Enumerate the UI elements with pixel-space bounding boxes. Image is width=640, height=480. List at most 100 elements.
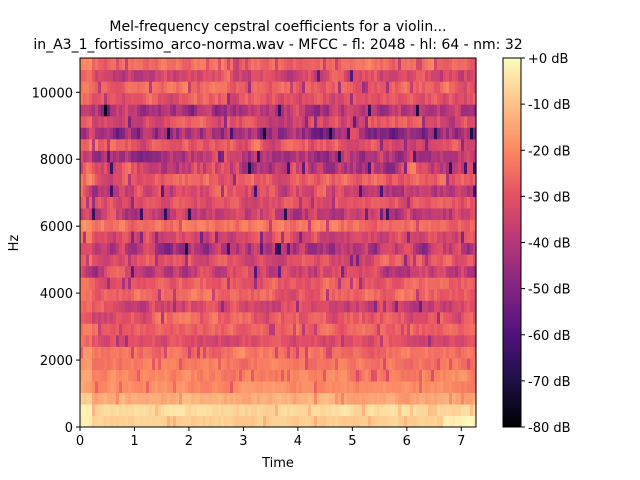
heatmap-cell <box>95 346 99 359</box>
heatmap-cell <box>116 334 120 347</box>
heatmap-cell <box>89 415 93 428</box>
heatmap-cell <box>170 334 174 347</box>
heatmap-cell <box>302 196 306 209</box>
heatmap-cell <box>326 173 330 186</box>
heatmap-cell <box>146 403 150 417</box>
heatmap-cell <box>380 150 384 163</box>
heatmap-cell <box>158 380 162 394</box>
heatmap-cell <box>410 230 414 244</box>
heatmap-cell <box>344 323 348 336</box>
heatmap-cell <box>134 288 138 301</box>
heatmap-cell <box>404 311 408 324</box>
x-tick-label: 6 <box>403 434 411 449</box>
heatmap-cell <box>194 207 198 221</box>
heatmap-cell <box>359 415 363 428</box>
heatmap-cell <box>83 115 87 128</box>
heatmap-cell <box>356 380 360 394</box>
heatmap-cell <box>206 173 210 186</box>
heatmap-cell <box>350 380 354 394</box>
heatmap-cell <box>257 196 261 209</box>
heatmap-cell <box>275 323 279 336</box>
heatmap-cell <box>350 196 354 209</box>
heatmap-cell <box>410 150 414 163</box>
chart-title-line2: in_A3_1_fortissimo_arco-norma.wav - MFCC… <box>33 37 522 53</box>
heatmap-cell <box>179 207 183 221</box>
x-tick-label: 2 <box>185 434 193 449</box>
heatmap-cell <box>182 230 186 244</box>
heatmap-cell <box>434 369 438 382</box>
heatmap-cell <box>161 323 165 336</box>
heatmap-cell <box>308 92 312 105</box>
heatmap-cell <box>89 138 93 151</box>
heatmap-cell <box>131 334 135 347</box>
heatmap-cell <box>296 311 300 324</box>
heatmap-cell <box>263 415 267 428</box>
heatmap-cell <box>152 58 156 71</box>
heatmap-cell <box>437 58 441 71</box>
heatmap-cell <box>275 288 279 301</box>
heatmap-cell <box>176 207 180 221</box>
heatmap-cell <box>434 69 438 82</box>
heatmap-cell <box>404 265 408 278</box>
heatmap-cell <box>179 380 183 394</box>
heatmap-cell <box>461 184 465 197</box>
heatmap-cell <box>380 242 384 255</box>
heatmap-cell <box>134 392 138 405</box>
heatmap-cell <box>368 242 372 255</box>
heatmap-cell <box>344 311 348 324</box>
heatmap-cell <box>236 288 240 301</box>
heatmap-cell <box>269 392 273 405</box>
heatmap-cell <box>353 196 357 209</box>
heatmap-cell <box>383 392 387 405</box>
heatmap-cell <box>356 230 360 244</box>
heatmap-cell <box>365 415 369 428</box>
heatmap-cell <box>344 161 348 174</box>
heatmap-cell <box>245 230 249 244</box>
heatmap-cell <box>308 323 312 336</box>
heatmap-cell <box>143 207 147 221</box>
heatmap-cell <box>329 104 333 117</box>
heatmap-cell <box>263 334 267 347</box>
heatmap-cell <box>161 300 165 313</box>
heatmap-cell <box>104 346 108 359</box>
heatmap-cell <box>98 300 102 313</box>
heatmap-cell <box>98 58 102 71</box>
heatmap-cell <box>110 127 114 140</box>
heatmap-cell <box>122 369 126 382</box>
heatmap-cell <box>335 207 339 221</box>
heatmap-cell <box>374 346 378 359</box>
heatmap-cell <box>305 127 309 140</box>
heatmap-cell <box>470 346 474 359</box>
heatmap-cell <box>413 69 417 82</box>
heatmap-cell <box>383 207 387 221</box>
heatmap-cell <box>179 300 183 313</box>
heatmap-cell <box>263 81 267 94</box>
heatmap-cell <box>299 300 303 313</box>
heatmap-cell <box>431 230 435 244</box>
heatmap-cell <box>392 150 396 163</box>
heatmap-cell <box>167 369 171 382</box>
heatmap-cell <box>242 415 246 428</box>
heatmap-cell <box>251 138 255 151</box>
heatmap-cell <box>101 357 105 370</box>
heatmap-cell <box>86 69 90 82</box>
heatmap-cell <box>254 311 258 324</box>
heatmap-cell <box>413 288 417 301</box>
heatmap-cell <box>365 104 369 117</box>
heatmap-cell <box>419 58 423 71</box>
heatmap-cell <box>281 334 285 347</box>
heatmap-cell <box>116 81 120 94</box>
heatmap-cell <box>170 300 174 313</box>
heatmap-cell <box>194 173 198 186</box>
heatmap-cell <box>308 184 312 197</box>
heatmap-cell <box>242 311 246 324</box>
heatmap-cell <box>365 254 369 267</box>
heatmap-cell <box>314 69 318 82</box>
heatmap-cell <box>269 254 273 267</box>
heatmap-cell <box>260 300 264 313</box>
heatmap-cell <box>107 392 111 405</box>
heatmap-cell <box>368 369 372 382</box>
heatmap-cell <box>392 288 396 301</box>
heatmap-cell <box>185 138 189 151</box>
heatmap-cell <box>329 173 333 186</box>
